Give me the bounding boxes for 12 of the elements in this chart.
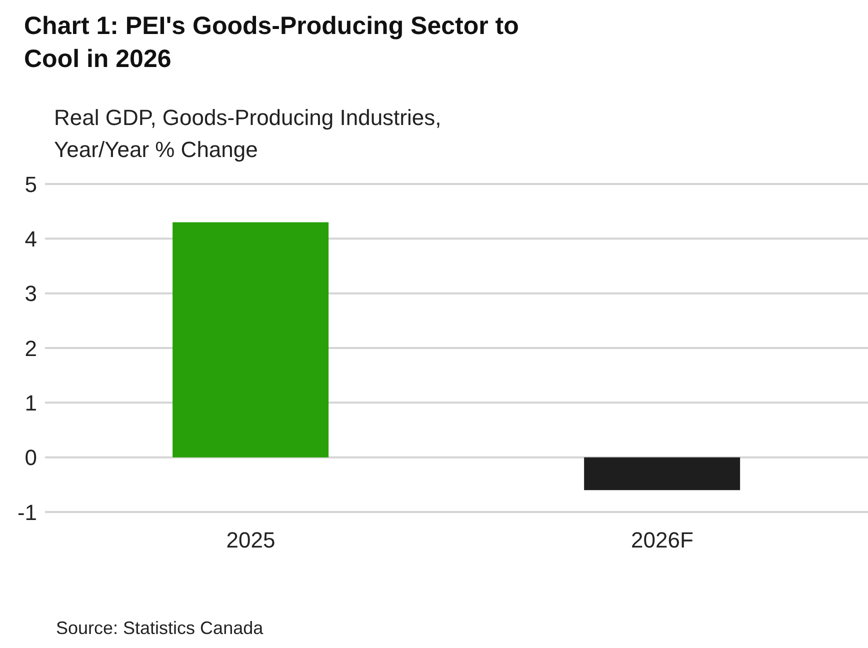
y-tick-label: 3: [24, 281, 37, 306]
y-tick-label: 5: [24, 172, 37, 197]
y-tick-label: 2: [24, 336, 37, 361]
y-tick-label: 1: [24, 390, 37, 416]
source-note: Source: Statistics Canada: [56, 618, 264, 639]
x-tick-label: 2026F: [631, 528, 694, 553]
y-axis-title: Real GDP, Goods-Producing Industries, Year/Year % Change: [54, 104, 442, 164]
y-tick-label: 0: [24, 445, 37, 470]
chart-title: Chart 1: PEI's Goods-Producing Sector to Cool in 2026: [24, 11, 520, 75]
x-tick-label: 2025: [226, 528, 276, 553]
y-tick-label: -1: [17, 500, 37, 525]
y-tick-label: 4: [24, 226, 37, 252]
